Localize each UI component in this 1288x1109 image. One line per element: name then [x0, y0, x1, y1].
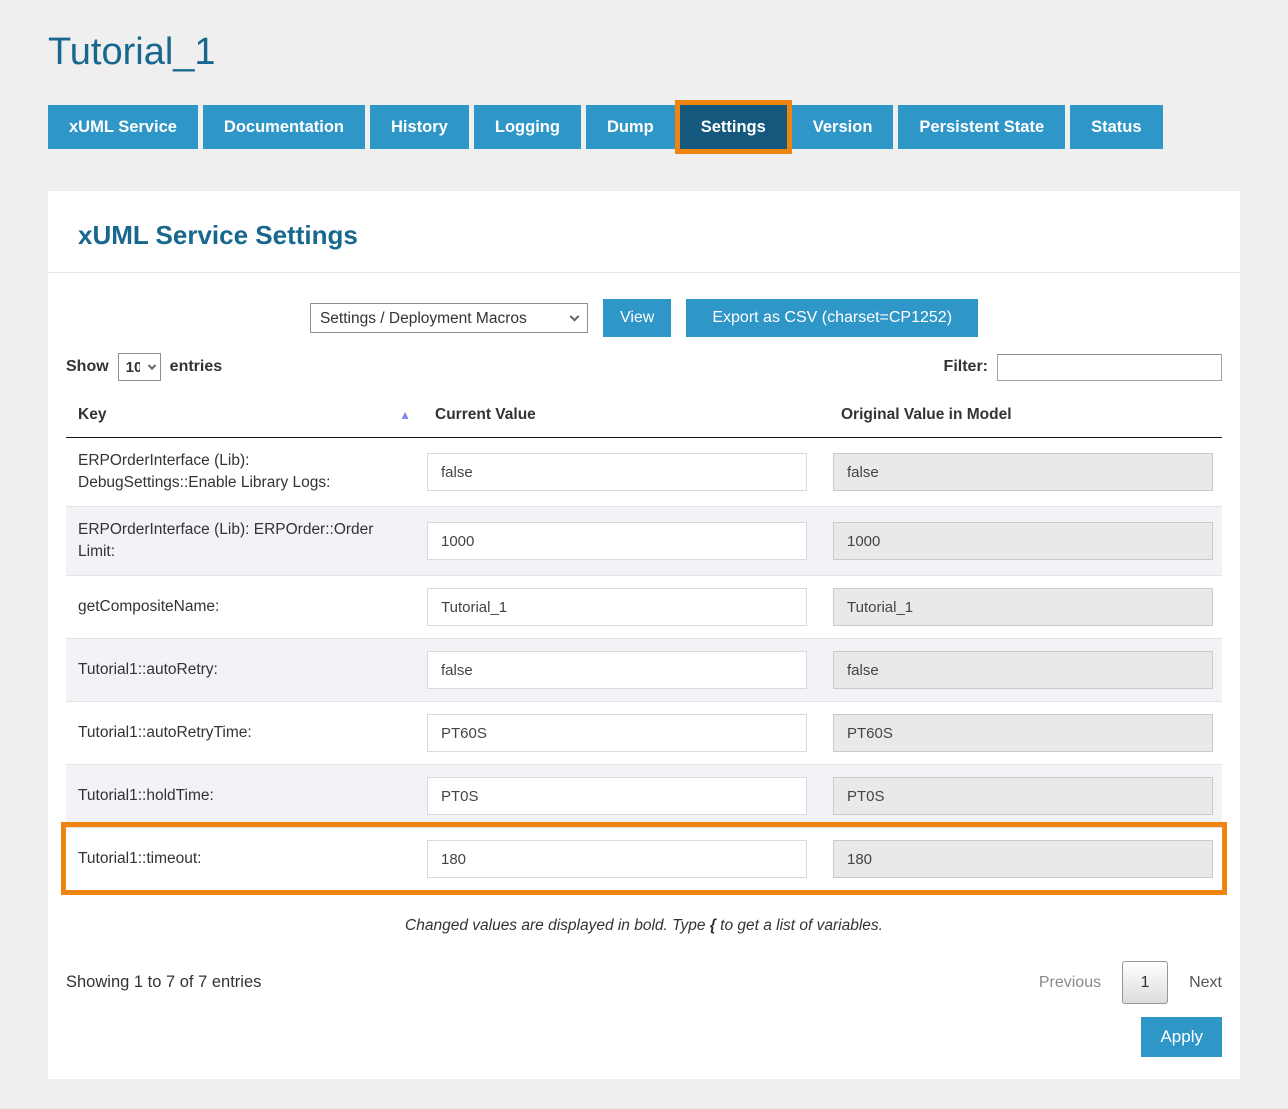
- panel-heading: xUML Service Settings: [78, 220, 358, 250]
- page-length-control: Show 10 entries: [66, 353, 222, 381]
- original-value-cell: [833, 840, 1222, 878]
- entries-label: entries: [169, 358, 223, 375]
- note-text: Changed values are displayed in bold. Ty…: [405, 917, 710, 934]
- table-controls: Show 10 entries Filter:: [66, 353, 1222, 381]
- previous-page-button[interactable]: Previous: [1038, 973, 1102, 991]
- page-length-select-wrap: 10: [117, 353, 161, 381]
- table-row: ERPOrderInterface (Lib): DebugSettings::…: [66, 438, 1222, 506]
- next-page-button[interactable]: Next: [1189, 973, 1222, 991]
- tab-xuml-service[interactable]: xUML Service: [48, 105, 198, 149]
- original-value-cell: [833, 453, 1222, 491]
- showing-info: Showing 1 to 7 of 7 entries: [66, 973, 262, 991]
- current-value-cell: [427, 714, 833, 752]
- tab-bar: xUML Service Documentation History Logging D…: [48, 105, 1240, 149]
- key-header-label: Key: [78, 406, 107, 423]
- macro-select[interactable]: Settings / Deployment Macros: [309, 303, 588, 333]
- original-value-input: [833, 777, 1213, 815]
- table-footer: Showing 1 to 7 of 7 entries Previous 1 N…: [66, 961, 1222, 1004]
- original-value-cell: [833, 522, 1222, 560]
- tab-history[interactable]: History: [370, 105, 469, 149]
- current-value-cell: [427, 453, 833, 491]
- column-header-original-value[interactable]: Original Value in Model: [841, 406, 1012, 423]
- setting-key: getCompositeName:: [78, 598, 220, 615]
- current-value-cell: [427, 777, 833, 815]
- setting-key: Tutorial1::timeout:: [78, 850, 202, 867]
- heading-divider: [48, 272, 1240, 273]
- setting-key: Tutorial1::holdTime:: [78, 787, 214, 804]
- column-header-key[interactable]: Key ▲: [66, 406, 427, 424]
- current-value-cell: [427, 522, 833, 560]
- current-value-input[interactable]: [427, 777, 807, 815]
- current-value-input[interactable]: [427, 840, 807, 878]
- current-value-cell: [427, 651, 833, 689]
- page-length-select[interactable]: 10: [117, 353, 161, 381]
- toolbar: Settings / Deployment Macros View Export…: [66, 299, 1222, 337]
- table-header: Key ▲ Current Value Original Value in Mo…: [66, 396, 1222, 438]
- page-title: Tutorial_1: [48, 31, 216, 73]
- table-row: Tutorial1::autoRetry:: [66, 638, 1222, 701]
- original-value-input: [833, 714, 1213, 752]
- filter-input[interactable]: [997, 353, 1222, 381]
- note-brace: {: [709, 917, 716, 934]
- export-csv-button[interactable]: Export as CSV (charset=CP1252): [686, 299, 979, 337]
- pagination: Previous 1 Next: [1039, 961, 1222, 1004]
- original-value-input: [833, 588, 1213, 626]
- macro-select-wrap: Settings / Deployment Macros: [309, 303, 588, 333]
- original-value-cell: [833, 714, 1222, 752]
- original-value-input: [833, 840, 1213, 878]
- setting-key: ERPOrderInterface (Lib): DebugSettings::…: [78, 452, 331, 491]
- column-header-current-value[interactable]: Current Value: [435, 406, 536, 423]
- settings-table: Key ▲ Current Value Original Value in Mo…: [66, 396, 1222, 890]
- original-value-cell: [833, 777, 1222, 815]
- tab-logging[interactable]: Logging: [473, 105, 581, 149]
- view-button[interactable]: View: [602, 299, 672, 337]
- current-value-cell: [427, 588, 833, 626]
- table-row: getCompositeName:: [66, 575, 1222, 638]
- current-value-input[interactable]: [427, 453, 807, 491]
- tab-documentation[interactable]: Documentation: [202, 105, 366, 149]
- table-note: Changed values are displayed in bold. Ty…: [66, 917, 1222, 935]
- tab-persistent-state[interactable]: Persistent State: [898, 105, 1066, 149]
- apply-button[interactable]: Apply: [1141, 1017, 1222, 1057]
- apply-row: Apply: [66, 1017, 1222, 1057]
- original-value-input: [833, 651, 1213, 689]
- sort-ascending-icon: ▲: [399, 408, 411, 422]
- table-row: Tutorial1::holdTime:: [66, 764, 1222, 827]
- table-row: Tutorial1::timeout:: [66, 827, 1222, 890]
- tab-version[interactable]: Version: [791, 105, 894, 149]
- current-value-cell: [427, 840, 833, 878]
- filter-label: Filter:: [943, 358, 988, 375]
- current-value-input[interactable]: [427, 651, 807, 689]
- original-value-cell: [833, 651, 1222, 689]
- note-text: to get a list of variables.: [715, 917, 883, 934]
- setting-key: Tutorial1::autoRetryTime:: [78, 724, 252, 741]
- current-value-input[interactable]: [427, 522, 807, 560]
- tab-dump[interactable]: Dump: [585, 105, 675, 149]
- table-row: ERPOrderInterface (Lib): ERPOrder::Order…: [66, 506, 1222, 575]
- show-label: Show: [66, 358, 109, 375]
- original-value-input: [833, 522, 1213, 560]
- current-value-input[interactable]: [427, 714, 807, 752]
- settings-panel: xUML Service Settings Settings / Deploym…: [48, 191, 1240, 1079]
- table-body: ERPOrderInterface (Lib): DebugSettings::…: [66, 438, 1222, 890]
- page-1-button[interactable]: 1: [1122, 961, 1169, 1004]
- filter-control: Filter:: [943, 353, 1222, 381]
- current-value-input[interactable]: [427, 588, 807, 626]
- original-value-input: [833, 453, 1213, 491]
- setting-key: Tutorial1::autoRetry:: [78, 661, 218, 678]
- original-value-cell: [833, 588, 1222, 626]
- table-row: Tutorial1::autoRetryTime:: [66, 701, 1222, 764]
- tab-status[interactable]: Status: [1070, 105, 1163, 149]
- tab-settings[interactable]: Settings: [679, 105, 787, 149]
- setting-key: ERPOrderInterface (Lib): ERPOrder::Order…: [78, 521, 374, 560]
